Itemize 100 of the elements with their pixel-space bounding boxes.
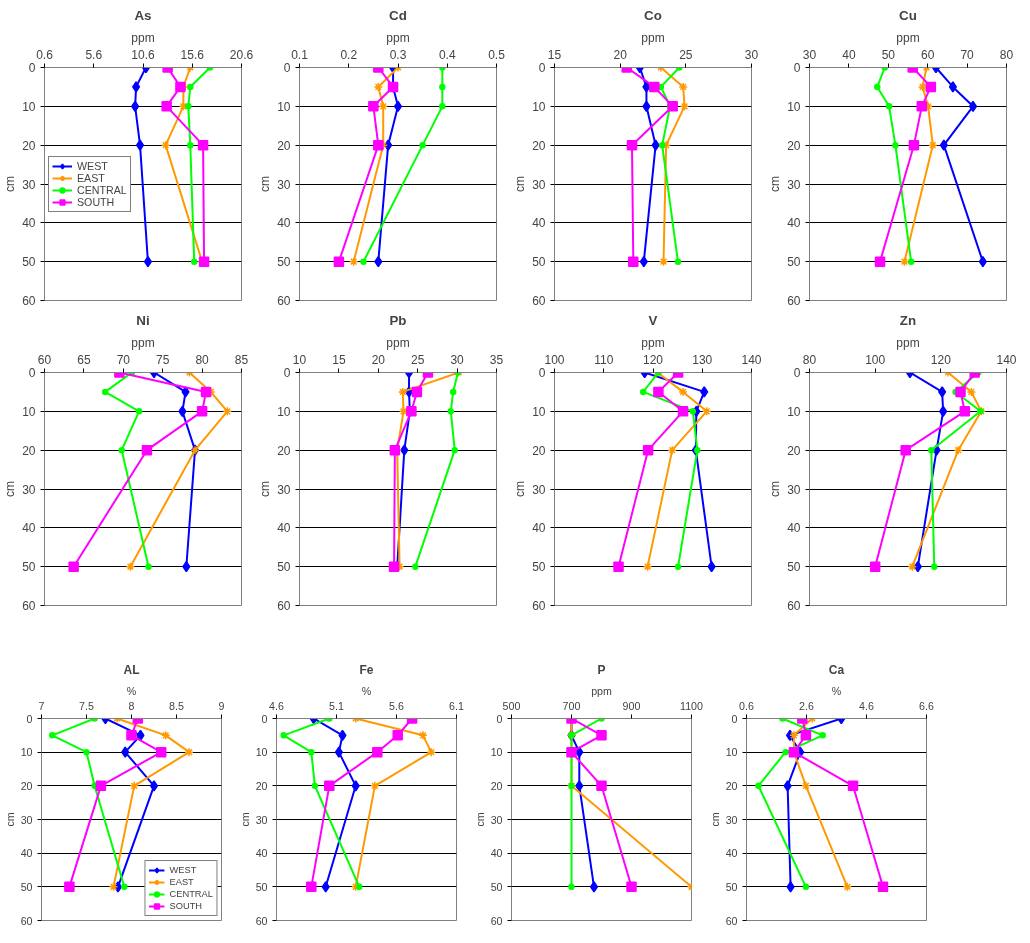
y-tick-label: 40 xyxy=(532,521,546,536)
y-tick-label: 60 xyxy=(787,599,801,613)
legend-label: EAST xyxy=(169,876,194,888)
y-tick-label: 30 xyxy=(787,177,801,192)
y-tick-label: 40 xyxy=(725,847,738,860)
y-tick-label: 60 xyxy=(277,599,291,613)
y-tick-label: 60 xyxy=(22,294,36,308)
x-tick-label: 8 xyxy=(128,699,135,712)
x-axis-title: ppm xyxy=(641,335,665,350)
x-tick-label: 900 xyxy=(622,699,641,712)
y-tick-label: 40 xyxy=(277,521,291,536)
y-tick-label: 0 xyxy=(26,712,33,725)
x-tick-label: 70 xyxy=(116,352,131,367)
y-tick-label: 40 xyxy=(787,216,801,231)
y-tick-label: 20 xyxy=(787,138,801,153)
y-tick-label: 20 xyxy=(277,443,291,458)
y-tick-label: 60 xyxy=(532,294,546,308)
y-tick-label: 30 xyxy=(20,813,33,826)
x-tick-label: 0.2 xyxy=(340,47,358,62)
y-tick-label: 30 xyxy=(277,177,291,192)
y-tick-label: 40 xyxy=(787,521,801,536)
y-tick-label: 0 xyxy=(538,366,546,380)
x-tick-label: 5.6 xyxy=(389,699,404,712)
x-tick-label: 65 xyxy=(77,352,91,367)
x-tick-label: 140 xyxy=(741,352,762,367)
x-axis-title: ppm xyxy=(386,30,410,45)
y-tick-label: 60 xyxy=(725,914,738,927)
y-tick-label: 50 xyxy=(277,560,291,575)
y-tick-label: 50 xyxy=(532,255,546,270)
x-axis-title: ppm xyxy=(386,335,410,350)
x-axis-title: ppm xyxy=(896,335,920,350)
x-tick-label: 20.6 xyxy=(229,47,254,62)
y-tick-label: 0 xyxy=(283,366,291,380)
legend-label: CENTRAL xyxy=(169,888,213,900)
y-tick-label: 40 xyxy=(22,521,36,536)
x-tick-label: 500 xyxy=(502,699,521,712)
legend-label: WEST xyxy=(77,159,108,172)
x-tick-label: 75 xyxy=(156,352,170,367)
x-tick-label: 6.6 xyxy=(919,699,934,712)
y-tick-label: 20 xyxy=(255,779,268,792)
y-axis-title: cm xyxy=(473,812,486,827)
x-tick-label: 0.3 xyxy=(389,47,407,62)
chart-title: Pb xyxy=(389,312,407,328)
x-tick-label: 120 xyxy=(930,352,952,367)
x-tick-label: 2.6 xyxy=(799,699,814,712)
x-tick-label: 20 xyxy=(371,352,386,367)
y-tick-label: 0 xyxy=(28,61,36,75)
chart-title: AL xyxy=(123,662,140,677)
y-tick-label: 10 xyxy=(787,99,801,114)
y-tick-label: 10 xyxy=(277,404,291,419)
legend-label: SOUTH xyxy=(77,195,115,208)
x-tick-label: 35 xyxy=(489,352,504,367)
y-tick-label: 50 xyxy=(532,560,546,575)
x-tick-label: 25 xyxy=(411,352,425,367)
y-axis-title: cm xyxy=(708,812,721,827)
chart-title: P xyxy=(597,662,606,677)
x-axis-title: % xyxy=(126,684,137,697)
x-tick-label: 85 xyxy=(234,352,249,367)
y-tick-label: 30 xyxy=(725,813,738,826)
y-tick-label: 30 xyxy=(22,177,36,192)
y-axis-title: cm xyxy=(3,481,18,497)
x-tick-label: 70 xyxy=(960,47,975,62)
y-tick-label: 50 xyxy=(255,880,268,893)
x-axis-title: % xyxy=(361,684,372,697)
y-tick-label: 60 xyxy=(255,914,268,927)
y-tick-label: 50 xyxy=(787,560,801,575)
x-tick-label: 15 xyxy=(332,352,346,367)
x-tick-label: 130 xyxy=(692,352,713,367)
y-tick-label: 50 xyxy=(22,255,36,270)
x-tick-label: 15.6 xyxy=(180,47,205,62)
y-tick-label: 10 xyxy=(532,99,546,114)
y-tick-label: 0 xyxy=(538,61,546,75)
y-tick-label: 30 xyxy=(490,813,503,826)
y-tick-label: 20 xyxy=(22,443,36,458)
x-tick-label: 80 xyxy=(999,47,1014,62)
y-tick-label: 10 xyxy=(725,746,738,759)
x-tick-label: 110 xyxy=(594,352,614,367)
x-tick-label: 6.1 xyxy=(449,699,464,712)
x-tick-label: 60 xyxy=(921,47,935,62)
x-tick-label: 5.1 xyxy=(329,699,344,712)
y-axis-title: cm xyxy=(768,481,783,497)
y-axis-title: cm xyxy=(238,812,251,827)
y-tick-label: 0 xyxy=(28,366,36,380)
y-tick-label: 0 xyxy=(793,366,801,380)
x-tick-label: 0.4 xyxy=(438,47,456,62)
x-axis-title: ppm xyxy=(131,335,155,350)
x-tick-label: 30 xyxy=(744,47,759,62)
x-tick-label: 4.6 xyxy=(269,699,284,712)
y-tick-label: 10 xyxy=(20,746,33,759)
y-tick-label: 20 xyxy=(22,138,36,153)
y-tick-label: 30 xyxy=(787,482,801,497)
y-tick-label: 50 xyxy=(20,880,33,893)
x-tick-label: 120 xyxy=(642,352,664,367)
chart-title: Cd xyxy=(389,7,407,23)
y-axis-title: cm xyxy=(3,812,16,827)
y-tick-label: 50 xyxy=(725,880,738,893)
legend-label: SOUTH xyxy=(169,900,203,912)
x-tick-label: 0.6 xyxy=(739,699,754,712)
y-tick-label: 60 xyxy=(787,294,801,308)
x-axis-title: ppm xyxy=(591,684,612,697)
